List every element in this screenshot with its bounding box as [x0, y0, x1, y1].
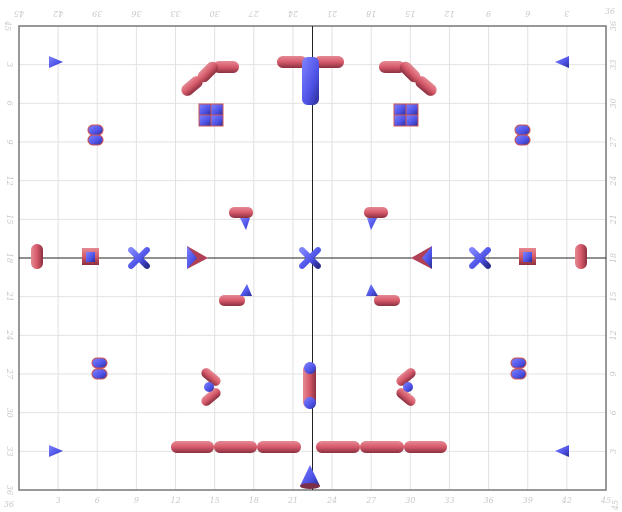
cone-marker[interactable]: [555, 445, 569, 457]
capsule-arc-left[interactable]: [179, 59, 239, 98]
tick-label-top: 30: [210, 9, 220, 18]
capsule-row-right[interactable]: [316, 441, 447, 453]
tick-label-top: 6: [525, 9, 530, 18]
tick-label-bottom: 27: [365, 496, 377, 505]
tick-label-left: 30: [5, 408, 14, 418]
tick-label-bottom: 33: [444, 496, 454, 505]
tick-label-top: 12: [444, 9, 454, 18]
pill-stack[interactable]: [91, 357, 108, 380]
tick-label-right: 27: [609, 136, 618, 148]
capsule-cone-piece[interactable]: [229, 207, 253, 230]
tick-label-right: 30: [609, 98, 618, 108]
scene-objects: [31, 56, 587, 489]
x-marker[interactable]: [299, 247, 321, 269]
tick-label-bottom: 3: [56, 496, 61, 505]
capsule-cone-piece[interactable]: [366, 284, 400, 306]
tick-label-right: 12: [609, 330, 618, 340]
cone-marker-bottom[interactable]: [300, 465, 320, 489]
tick-label-top: 27: [248, 9, 260, 18]
tick-label-right: 3: [609, 449, 618, 454]
capsule-vertical-center[interactable]: [303, 362, 316, 409]
tick-label-top: 15: [405, 9, 415, 18]
tick-label-top: 18: [366, 9, 376, 18]
tick-label-right: 18: [609, 253, 618, 263]
capsule-cone-piece[interactable]: [364, 207, 388, 230]
tick-label-right: 15: [609, 292, 618, 302]
block-marker[interactable]: [519, 248, 536, 265]
tick-label-top: 9: [486, 9, 491, 18]
tick-label-left: 33: [5, 446, 14, 456]
tick-label-left: 24: [5, 329, 14, 340]
tick-label-bottom: 24: [326, 496, 337, 505]
tick-label-bottom: 12: [170, 496, 180, 505]
capsule-vertical[interactable]: [575, 244, 587, 269]
tick-label-left: 21: [5, 291, 14, 302]
cone-marker[interactable]: [555, 56, 569, 68]
tick-label-corner-top-right: 36: [605, 7, 615, 16]
capsule-vertical[interactable]: [31, 244, 43, 269]
tick-label-bottom: 30: [405, 496, 415, 505]
tick-label-top: 45: [14, 9, 25, 18]
pill-stack[interactable]: [87, 124, 104, 146]
tick-label-top: 33: [170, 9, 180, 18]
tick-label-top: 42: [53, 9, 64, 18]
cube-cluster[interactable]: [393, 103, 419, 127]
tick-label-left: 6: [5, 101, 14, 106]
tick-label-left: 15: [5, 214, 14, 224]
tick-label-top: 36: [131, 9, 141, 18]
tick-label-bottom: 15: [210, 496, 220, 505]
chevron-piece[interactable]: [199, 366, 222, 408]
cone-marker[interactable]: [49, 445, 63, 457]
chevron-piece[interactable]: [394, 366, 417, 408]
cone-marker[interactable]: [49, 56, 63, 68]
tick-label-bottom: 42: [561, 496, 572, 505]
tick-label-left: 27: [5, 368, 14, 380]
tick-label-left: 12: [5, 176, 14, 186]
tick-label-right: 33: [609, 60, 618, 70]
capsule-row-left[interactable]: [171, 441, 301, 453]
t-structure[interactable]: [277, 56, 344, 105]
capsule-arc-right[interactable]: [379, 59, 439, 98]
tick-label-left: 18: [5, 253, 14, 263]
cone-arrow-left[interactable]: [411, 246, 432, 269]
capsule-cone-piece[interactable]: [219, 284, 252, 306]
tick-label-bottom: 39: [523, 496, 533, 505]
tick-label-top: 3: [564, 9, 569, 18]
tick-label-right: 21: [609, 214, 618, 225]
tick-label-bottom: 9: [134, 496, 139, 505]
pill-stack[interactable]: [510, 357, 527, 380]
tick-label-left: 36: [5, 485, 14, 495]
tick-label-top: 21: [327, 9, 338, 18]
pill-stack[interactable]: [514, 124, 531, 146]
tick-label-left: 3: [5, 62, 14, 67]
tick-label-bottom: 6: [95, 496, 100, 505]
cone-arrow-right[interactable]: [187, 246, 208, 269]
tick-label-bottom: 45: [600, 496, 611, 505]
block-marker[interactable]: [82, 248, 99, 265]
x-marker[interactable]: [128, 247, 150, 269]
tick-label-corner-top-left: 45: [3, 20, 12, 31]
tick-label-right: 24: [609, 176, 618, 187]
tick-label-left: 9: [5, 139, 14, 144]
x-marker[interactable]: [469, 247, 491, 269]
tick-label-right: 6: [609, 410, 618, 415]
tick-label-corner-bottom-right: 45: [611, 500, 620, 511]
tick-label-top: 39: [92, 9, 102, 18]
cube-cluster[interactable]: [198, 103, 224, 127]
tick-label-bottom: 18: [249, 496, 259, 505]
tick-label-right: 36: [609, 21, 618, 31]
tick-label-right: 9: [609, 371, 618, 376]
tick-label-bottom: 36: [484, 496, 494, 505]
tick-label-bottom: 21: [287, 496, 298, 505]
tick-label-top: 24: [288, 9, 299, 18]
tick-label-corner-bottom-left: 36: [4, 500, 14, 509]
